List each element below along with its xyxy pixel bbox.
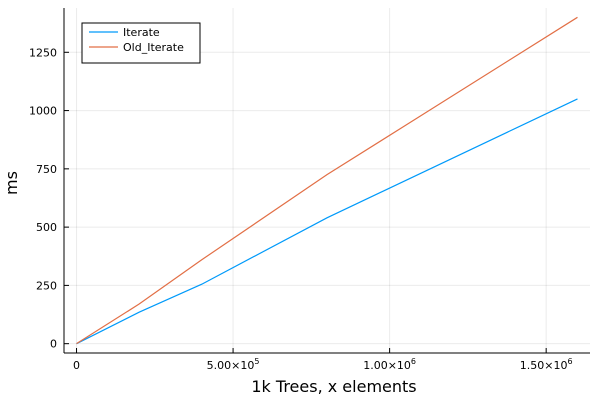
y-tick-label: 750 [36, 163, 57, 176]
y-axis-title: ms [2, 171, 21, 195]
y-tick-label: 500 [36, 221, 57, 234]
x-tick-label: 0 [73, 359, 80, 372]
y-tick-label: 250 [36, 279, 57, 292]
x-tick-label: 1.00×106 [363, 357, 416, 372]
series-line-iterate [76, 98, 578, 345]
grid-layer [64, 8, 590, 353]
legend-label: Iterate [123, 26, 160, 39]
x-tick-label: 5.00×105 [207, 357, 260, 372]
series-layer [76, 16, 578, 345]
y-tick-label: 1250 [29, 46, 57, 59]
series-line-old-iterate [76, 16, 578, 345]
axes-layer: 0 5.00×105 1.00×106 1.50×106 0 250 500 750 1000 1… [29, 8, 590, 372]
y-tick-label: 0 [50, 338, 57, 351]
x-axis-title: 1k Trees, x elements [251, 377, 416, 396]
legend: Iterate Old_Iterate [81, 22, 201, 64]
legend-label: Old_Iterate [123, 41, 184, 54]
legend-box [81, 22, 201, 64]
y-tick-label: 1000 [29, 105, 57, 118]
x-tick-label: 1.50×106 [520, 357, 573, 372]
